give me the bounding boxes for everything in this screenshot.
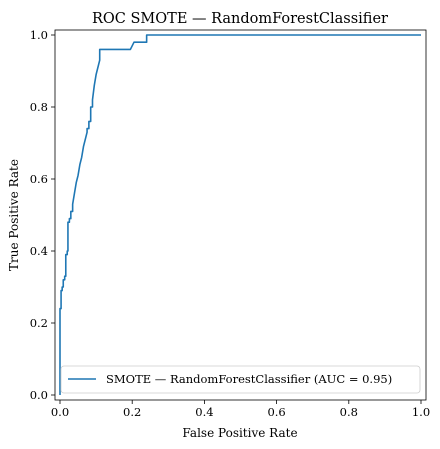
x-tick-label: 0.0: [51, 405, 69, 419]
x-tick-label: 1.0: [412, 405, 430, 419]
chart-title: ROC SMOTE — RandomForestClassifier: [92, 11, 388, 27]
legend-box: [60, 365, 421, 394]
x-tick-label: 0.4: [195, 405, 213, 419]
legend: SMOTE — RandomForestClassifier (AUC = 0.…: [60, 365, 421, 394]
legend-label: SMOTE — RandomForestClassifier (AUC = 0.…: [106, 372, 392, 386]
plot-area: 0.0 0.2 0.4 0.6 0.8 1.0 0.0 0.2 0.4 0.6 0.8 1.0: [30, 28, 430, 419]
y-axis-ticks: 0.0 0.2 0.4 0.6 0.8 1.0: [30, 28, 55, 402]
y-tick-label: 0.6: [30, 172, 48, 186]
x-axis-label: False Positive Rate: [182, 426, 297, 440]
x-tick-label: 0.2: [123, 405, 141, 419]
y-tick-label: 0.0: [30, 388, 48, 402]
plot-frame: [54, 29, 427, 401]
roc-curve: [59, 34, 421, 395]
y-tick-label: 0.4: [30, 244, 48, 258]
y-tick-label: 0.8: [30, 100, 48, 114]
x-tick-label: 0.6: [267, 405, 285, 419]
x-tick-label: 0.8: [340, 405, 358, 419]
x-axis-ticks: 0.0 0.2 0.4 0.6 0.8 1.0: [51, 400, 430, 419]
y-tick-label: 0.2: [30, 316, 48, 330]
y-axis-label: True Positive Rate: [7, 159, 21, 271]
y-tick-label: 1.0: [30, 28, 48, 42]
